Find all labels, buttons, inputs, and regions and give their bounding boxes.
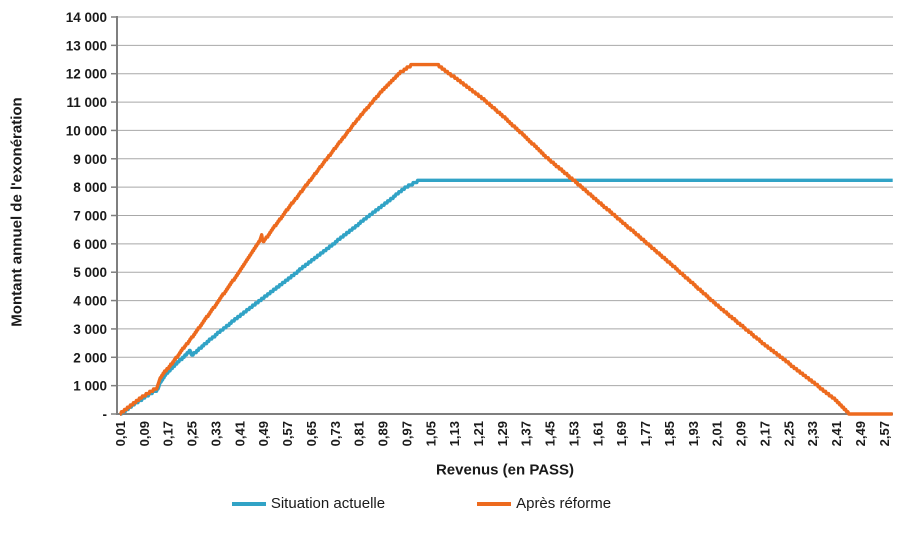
x-tick-label: 1,69 bbox=[614, 421, 629, 446]
series-line-apres-reforme bbox=[118, 62, 894, 416]
x-tick-label: 1,37 bbox=[519, 421, 534, 446]
x-tick-label: 1,29 bbox=[495, 421, 510, 446]
y-tick-label: 8 000 bbox=[73, 180, 107, 195]
y-tick-label: 4 000 bbox=[73, 294, 107, 309]
y-tick-label: 10 000 bbox=[66, 123, 107, 138]
y-tick-label: 14 000 bbox=[66, 10, 107, 25]
y-tick-label: 12 000 bbox=[66, 67, 107, 82]
x-tick-label: 1,77 bbox=[638, 421, 653, 446]
x-tick-label: 0,73 bbox=[328, 421, 343, 446]
x-axis-title: Revenus (en PASS) bbox=[435, 461, 575, 479]
legend-line-swatch-orange bbox=[477, 501, 512, 506]
y-tick-label: 9 000 bbox=[73, 152, 107, 167]
legend: Situation actuelle Après réforme bbox=[0, 495, 871, 512]
legend-label: Situation actuelle bbox=[270, 495, 386, 512]
y-tick-label: 5 000 bbox=[73, 265, 107, 280]
x-tick-label: 0,33 bbox=[208, 421, 223, 446]
y-axis-title: Montant annuel de l'exonération bbox=[8, 97, 26, 327]
y-tick-label: 11 000 bbox=[66, 95, 107, 110]
x-tick-label: 0,57 bbox=[280, 421, 295, 446]
x-tick-label: 0,17 bbox=[161, 421, 176, 446]
y-tick-label: 13 000 bbox=[66, 38, 107, 53]
x-tick-label: 2,17 bbox=[757, 421, 772, 446]
y-tick-label: 2 000 bbox=[73, 350, 107, 365]
x-tick-label: 0,09 bbox=[137, 421, 152, 446]
y-tick-label: 1 000 bbox=[73, 379, 107, 394]
x-tick-label: 1,21 bbox=[471, 421, 486, 446]
x-tick-label: 1,85 bbox=[662, 421, 677, 446]
x-tick-label: 0,65 bbox=[304, 421, 319, 446]
x-tick-label: 0,01 bbox=[113, 421, 128, 446]
y-tick-label: 3 000 bbox=[73, 322, 107, 337]
x-tick-label: 1,61 bbox=[590, 421, 605, 446]
x-tick-label: 2,33 bbox=[805, 421, 820, 446]
x-tick-label: 0,49 bbox=[256, 421, 271, 446]
x-tick-label: 2,41 bbox=[829, 421, 844, 446]
legend-item-apres-reforme: Après réforme bbox=[477, 495, 611, 512]
y-tick-label: 7 000 bbox=[73, 209, 107, 224]
x-tick-label: 2,57 bbox=[877, 421, 892, 446]
x-tick-label: 0,97 bbox=[399, 421, 414, 446]
x-tick-label: 1,93 bbox=[686, 421, 701, 446]
x-tick-label: 2,01 bbox=[710, 421, 725, 446]
x-tick-label: 2,25 bbox=[781, 421, 796, 446]
legend-line-swatch-blue bbox=[231, 501, 266, 506]
x-tick-label: 0,81 bbox=[352, 421, 367, 446]
x-tick-label: 2,49 bbox=[853, 421, 868, 446]
y-tick-label: 6 000 bbox=[73, 237, 107, 252]
x-tick-label: 0,89 bbox=[376, 421, 391, 446]
series-line-situation-actuelle bbox=[118, 178, 894, 416]
x-tick-label: 1,05 bbox=[423, 421, 438, 446]
legend-label: Après réforme bbox=[516, 495, 612, 512]
x-tick-label: 2,09 bbox=[734, 421, 749, 446]
x-tick-label: 1,13 bbox=[447, 421, 462, 446]
y-tick-label: - bbox=[103, 407, 108, 422]
x-tick-label: 0,41 bbox=[232, 421, 247, 446]
x-tick-label: 0,25 bbox=[185, 421, 200, 446]
x-tick-label: 1,53 bbox=[566, 421, 581, 446]
legend-item-situation-actuelle: Situation actuelle bbox=[231, 495, 386, 512]
x-tick-label: 1,45 bbox=[543, 421, 558, 446]
